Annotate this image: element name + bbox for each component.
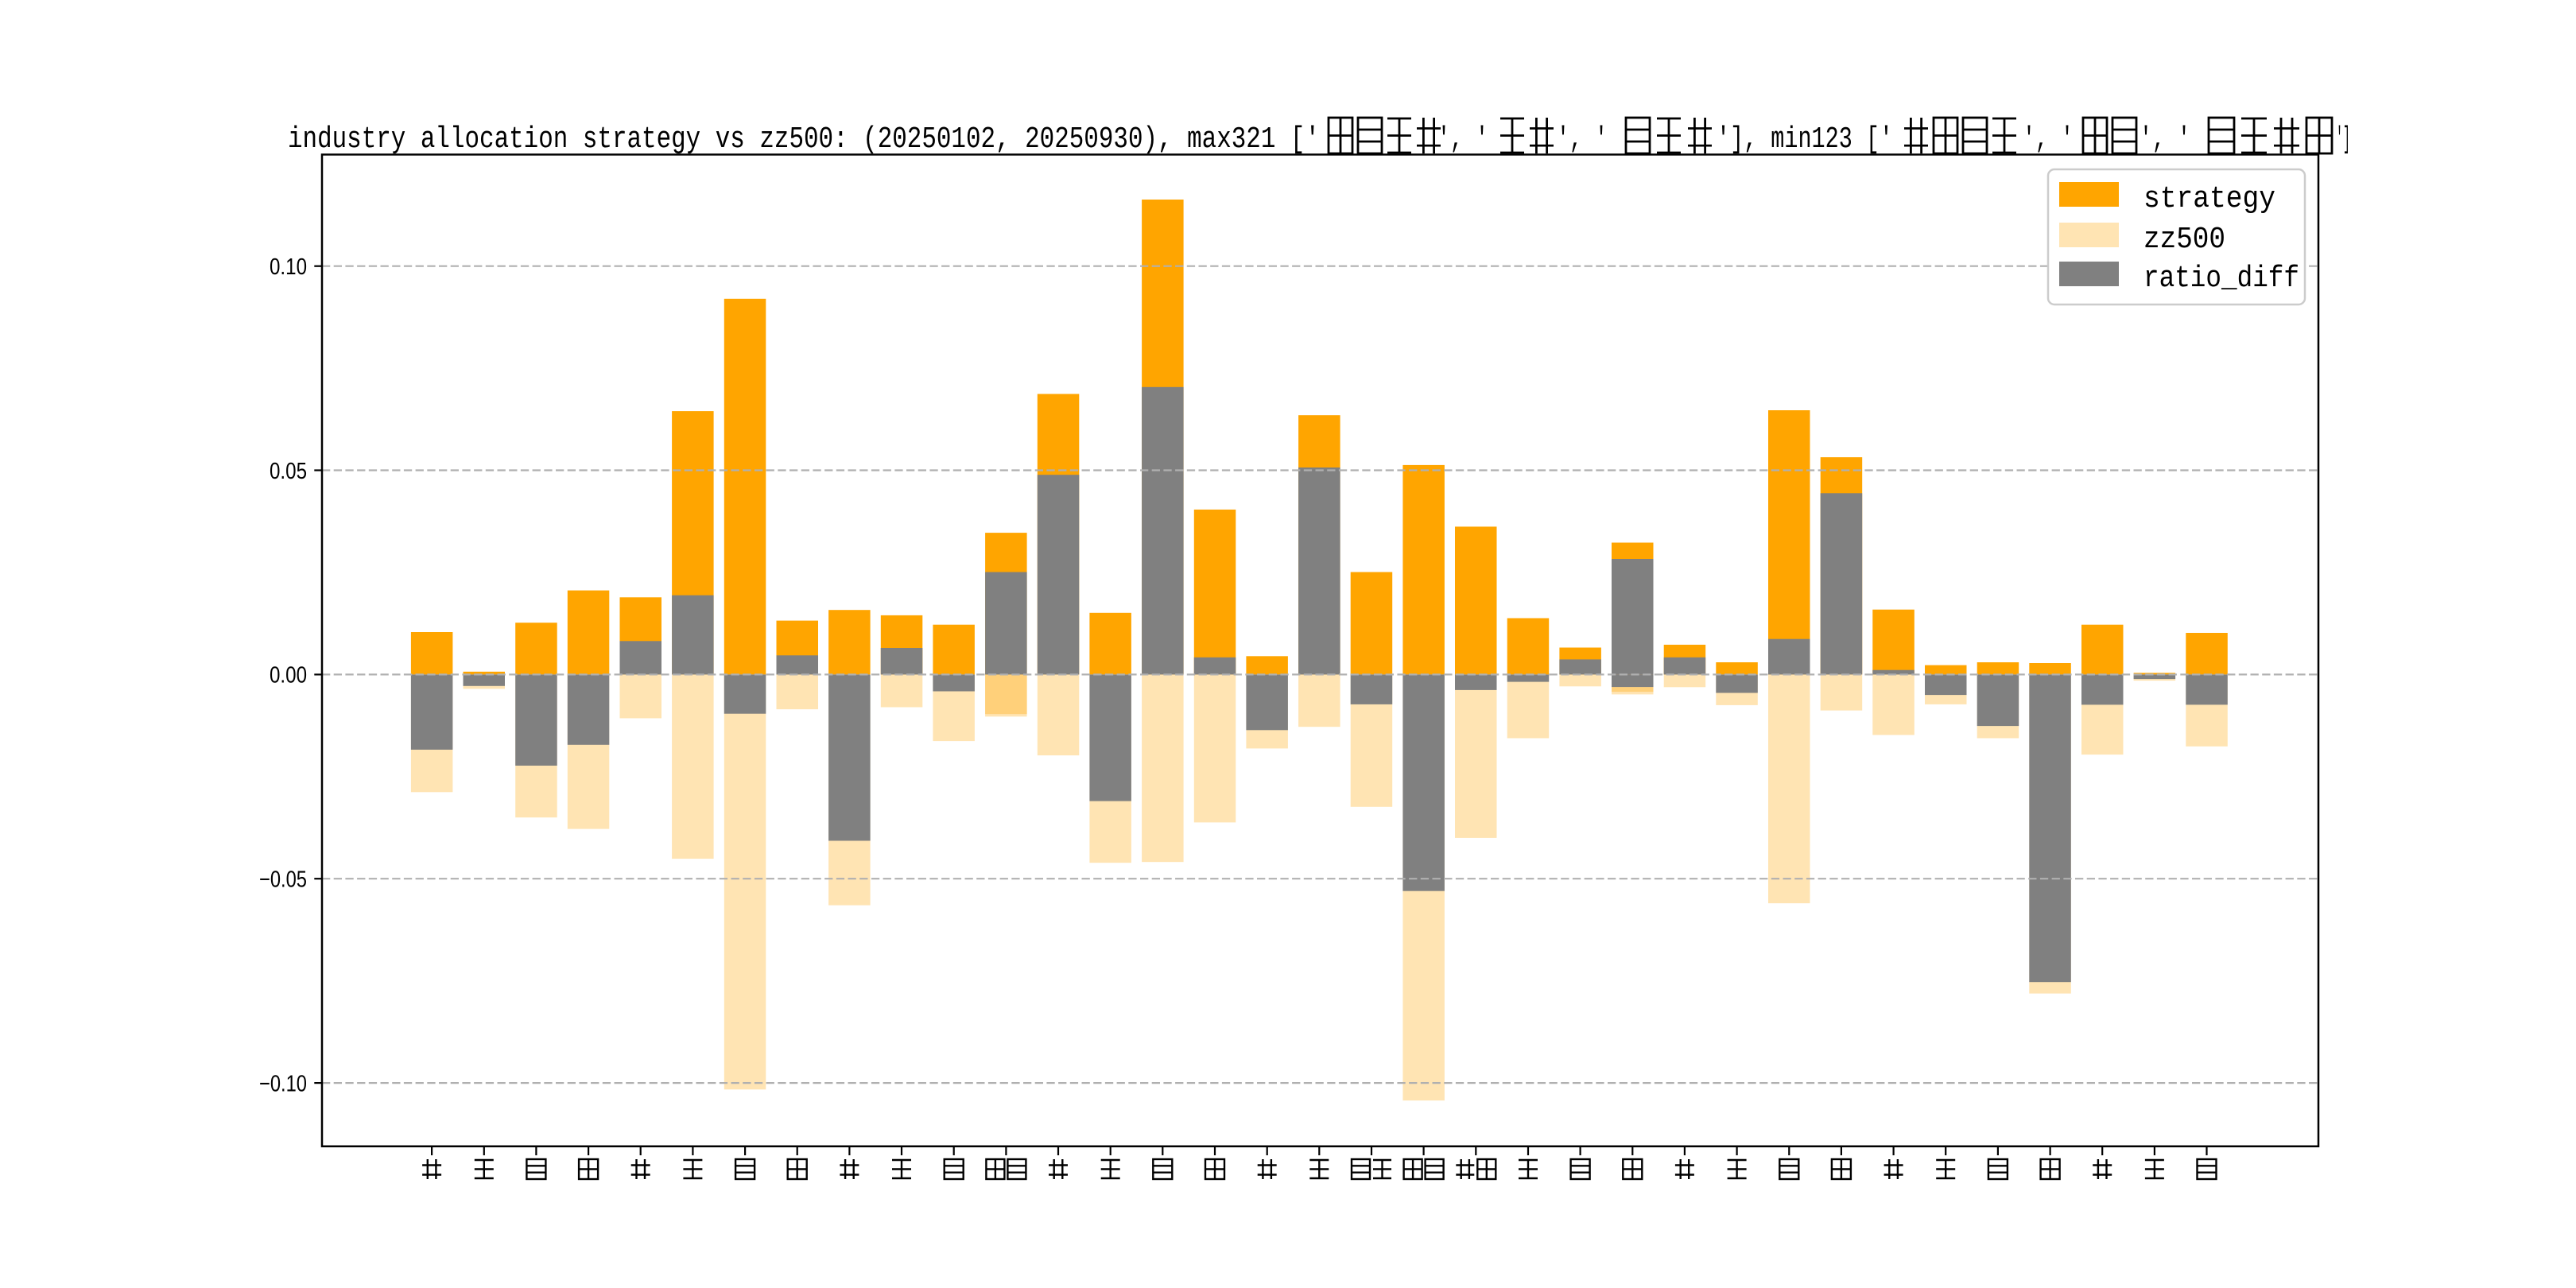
svg-text:'], min123 [': '], min123 [' bbox=[1717, 122, 1893, 157]
svg-text:', ': ', ' bbox=[2023, 122, 2074, 157]
svg-text:', ': ', ' bbox=[2140, 122, 2190, 157]
svg-text:−0.10: −0.10 bbox=[259, 1071, 307, 1096]
svg-text:−0.05: −0.05 bbox=[259, 867, 307, 893]
svg-text:industry allocation strategy v: industry allocation strategy vs zz500: (… bbox=[288, 122, 1320, 157]
svg-text:0.05: 0.05 bbox=[270, 459, 307, 484]
svg-text:ratio_diff: ratio_diff bbox=[2143, 262, 2299, 296]
svg-text:']: '] bbox=[2336, 122, 2350, 157]
svg-text:0.10: 0.10 bbox=[270, 254, 307, 280]
svg-text:zz500: zz500 bbox=[2143, 223, 2225, 257]
svg-text:strategy: strategy bbox=[2143, 182, 2275, 216]
svg-text:0.00: 0.00 bbox=[270, 663, 307, 689]
svg-text:', ': ', ' bbox=[1557, 122, 1608, 157]
svg-text:', ': ', ' bbox=[1437, 122, 1488, 157]
